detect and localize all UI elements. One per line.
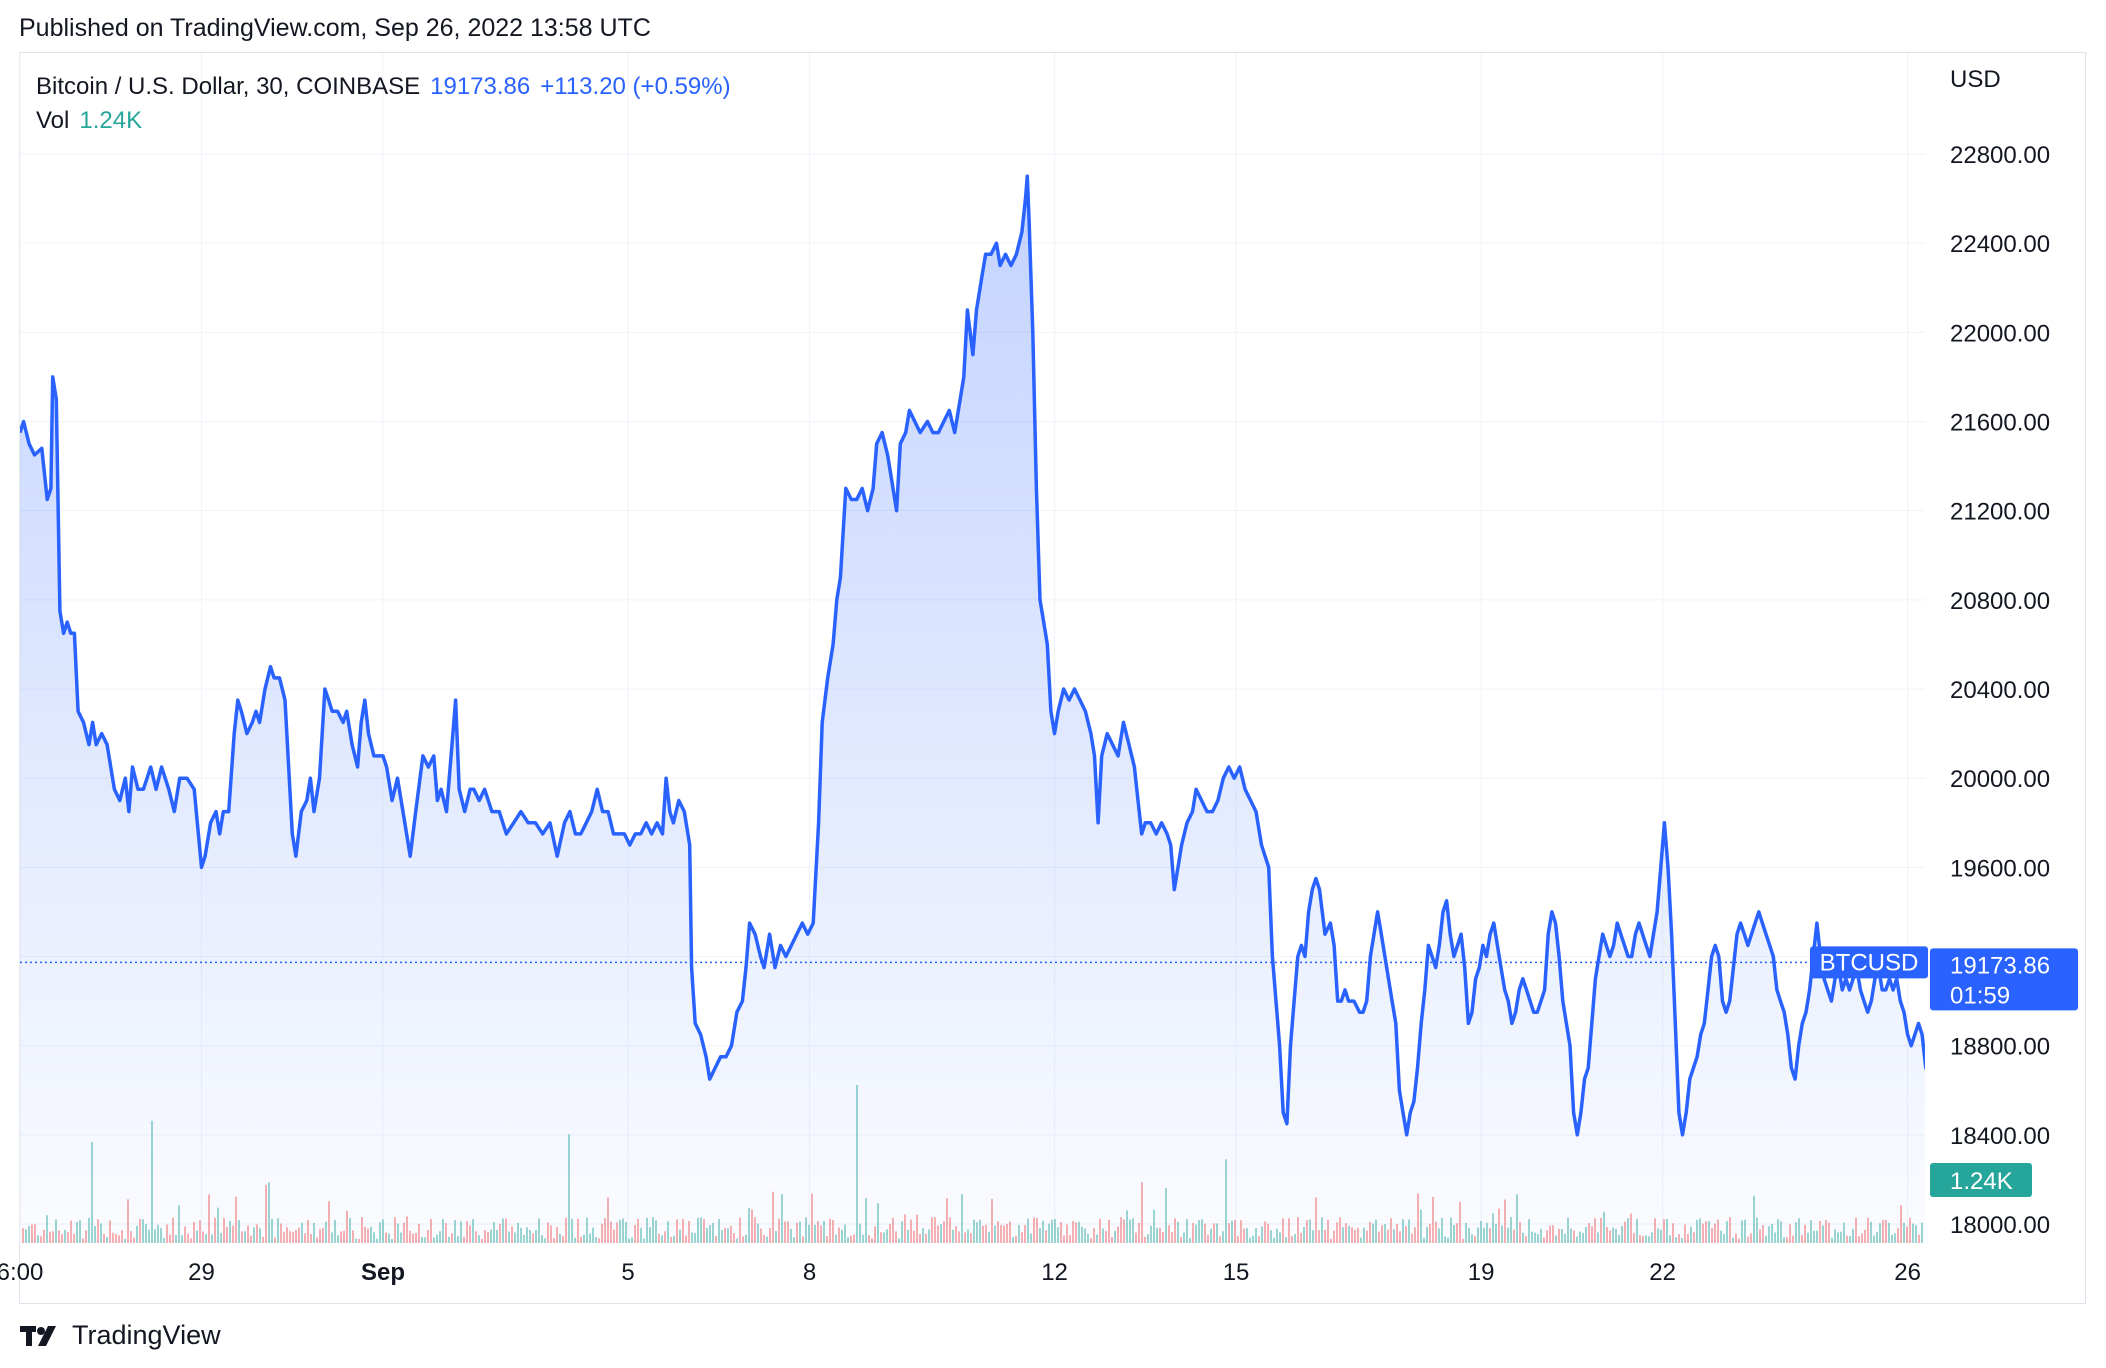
tradingview-logo-icon (20, 1325, 56, 1346)
volume-tag: 1.24K (1930, 1163, 2032, 1197)
chart-legend: Bitcoin / U.S. Dollar, 30, COINBASE 19173… (36, 70, 731, 138)
legend-change: +113.20 (+0.59%) (540, 73, 731, 100)
price-line (20, 174, 1925, 1137)
currency-label: USD (1950, 66, 2001, 93)
y-tick-label: 18000.00 (1950, 1212, 2050, 1239)
y-tick-label: 18800.00 (1950, 1034, 2050, 1061)
x-tick-label: 15 (1223, 1259, 1250, 1286)
volume-tag-label: 1.24K (1950, 1168, 2013, 1195)
ticker-label: BTCUSD (1820, 949, 1919, 976)
y-tick-label: 22000.00 (1950, 320, 2050, 347)
x-tick-label: 22 (1649, 1259, 1676, 1286)
x-tick-label: 8 (803, 1259, 816, 1286)
y-tick-label: 20800.00 (1950, 588, 2050, 615)
x-tick-label: Sep (361, 1259, 405, 1286)
price-area-fill (20, 176, 1925, 1243)
tradingview-brand[interactable]: TradingView (20, 1320, 221, 1351)
symbol-title[interactable]: Bitcoin / U.S. Dollar, 30, COINBASE (36, 73, 421, 100)
x-tick-label: 5 (621, 1259, 634, 1286)
x-tick-label: 12 (1041, 1259, 1068, 1286)
last-price-tag: 19173.86 01:59 (1930, 948, 2078, 1011)
x-tick-label: 26 (1894, 1259, 1921, 1286)
y-tick-label: 20400.00 (1950, 677, 2050, 704)
x-tick-label: 29 (188, 1259, 215, 1286)
ticker-tag: BTCUSD (1810, 946, 1928, 979)
x-tick-label: 6:00 (0, 1259, 43, 1286)
legend-price: 19173.86 (430, 73, 531, 100)
last-price-label: 19173.86 (1950, 952, 2050, 979)
brand-name: TradingView (72, 1320, 221, 1350)
x-tick-label: 19 (1468, 1259, 1495, 1286)
volume-label[interactable]: Vol (36, 107, 70, 134)
x-axis: 6:00 29 Sep 5 8 12 15 19 22 26 (0, 1259, 1921, 1286)
volume-value: 1.24K (79, 107, 143, 134)
y-tick-label: 20000.00 (1950, 766, 2050, 793)
y-tick-label: 22400.00 (1950, 231, 2050, 258)
y-tick-label: 21200.00 (1950, 499, 2050, 526)
countdown-label: 01:59 (1950, 982, 2010, 1009)
published-caption: Published on TradingView.com, Sep 26, 20… (19, 14, 651, 42)
y-axis: 18000.0018400.0018800.0019200.0019600.00… (1950, 142, 2050, 1239)
y-tick-label: 19600.00 (1950, 855, 2050, 882)
y-tick-label: 18400.00 (1950, 1123, 2050, 1150)
y-tick-label: 22800.00 (1950, 142, 2050, 169)
y-tick-label: 21600.00 (1950, 410, 2050, 437)
